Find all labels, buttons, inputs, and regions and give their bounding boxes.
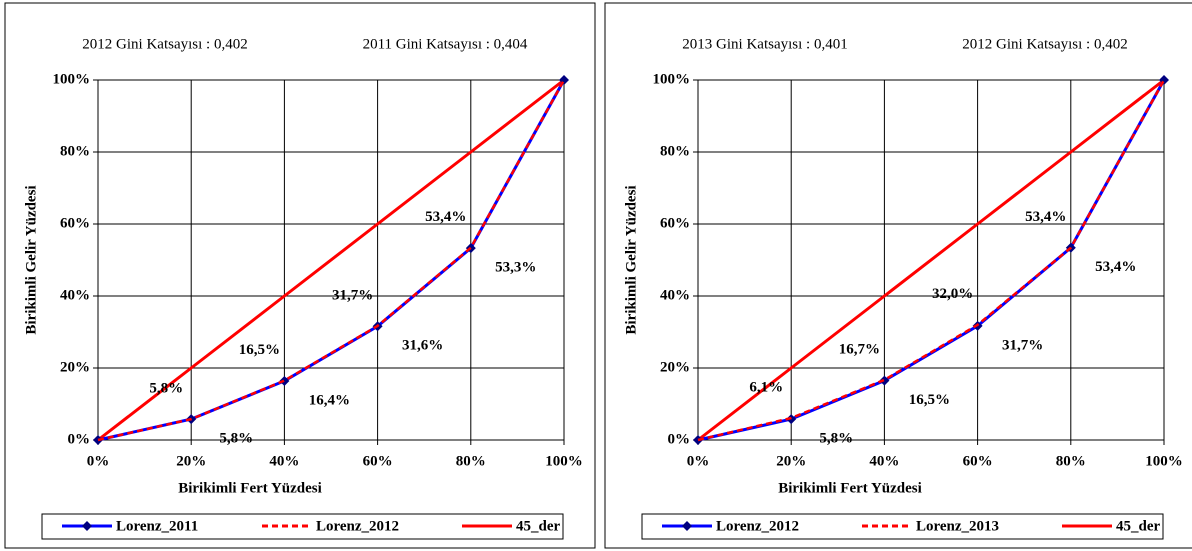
y-axis-label: Birikimli Gelir Yüzdesi [623,185,639,334]
data-label: 5,8% [219,431,253,447]
x-tick-label: 20% [776,453,806,469]
data-label: 31,6% [402,338,443,354]
x-tick-label: 20% [176,453,206,469]
y-tick-label: 0% [68,431,91,447]
y-axis-label: Birikimli Gelir Yüzdesi [23,185,39,334]
series-line [97,79,566,442]
x-axis-label: Birikimli Fert Yüzdesi [778,480,922,496]
y-tick-label: 80% [660,143,690,159]
legend-label: Lorenz_2011 [116,518,198,534]
y-tick-label: 80% [60,143,90,159]
y-tick-label: 100% [53,71,91,87]
y-tick-label: 0% [668,431,691,447]
legend-label: 45_der [1116,518,1161,534]
data-label: 31,7% [1002,337,1043,353]
y-tick-label: 60% [60,215,90,231]
data-label: 53,4% [1025,209,1066,225]
x-tick-label: 100% [1145,453,1183,469]
data-label: 31,7% [332,287,373,303]
data-label: 6,1% [749,379,783,395]
marker [279,375,290,386]
x-tick-label: 100% [545,453,583,469]
x-tick-label: 0% [87,453,110,469]
data-label: 16,5% [239,342,280,358]
annotation: 2012 Gini Katsayısı : 0,402 [82,36,247,52]
x-tick-label: 80% [1056,453,1086,469]
data-label: 53,3% [495,260,536,276]
annotation: 2012 Gini Katsayısı : 0,402 [962,36,1127,52]
legend-label: Lorenz_2012 [716,518,799,534]
data-label: 16,4% [309,392,350,408]
chart-panel: 2013 Gini Katsayısı : 0,401 2012 Gini Kat… [604,2,1192,549]
x-tick-label: 40% [269,453,299,469]
x-axis-label: Birikimli Fert Yüzdesi [178,480,322,496]
annotation: 2011 Gini Katsayısı : 0,404 [363,36,528,52]
y-tick-label: 20% [660,359,690,375]
data-label: 53,4% [1095,259,1136,275]
data-label: 32,0% [932,286,973,302]
x-tick-label: 80% [456,453,486,469]
y-tick-label: 40% [660,287,690,303]
y-tick-label: 100% [653,71,691,87]
series-line [697,78,1165,442]
chart-panel: 2012 Gini Katsayısı : 0,402 2011 Gini Kat… [4,2,596,549]
data-label: 16,5% [909,392,950,408]
annotation: 2013 Gini Katsayısı : 0,401 [682,36,847,52]
series-line [697,79,1166,442]
data-label: 5,8% [149,381,183,397]
data-label: 5,8% [819,431,853,447]
legend-label: Lorenz_2012 [316,518,399,534]
marker [879,375,890,386]
x-tick-label: 0% [687,453,710,469]
legend-marker [682,521,692,531]
series-line [97,78,565,442]
x-tick-label: 60% [363,453,393,469]
x-tick-label: 60% [963,453,993,469]
y-tick-label: 40% [60,287,90,303]
legend-label: 45_der [516,518,561,534]
y-tick-label: 20% [60,359,90,375]
data-label: 16,7% [839,341,880,357]
data-label: 53,4% [425,209,466,225]
x-tick-label: 40% [869,453,899,469]
legend-marker [82,521,92,531]
y-tick-label: 60% [660,215,690,231]
legend-label: Lorenz_2013 [916,518,999,534]
